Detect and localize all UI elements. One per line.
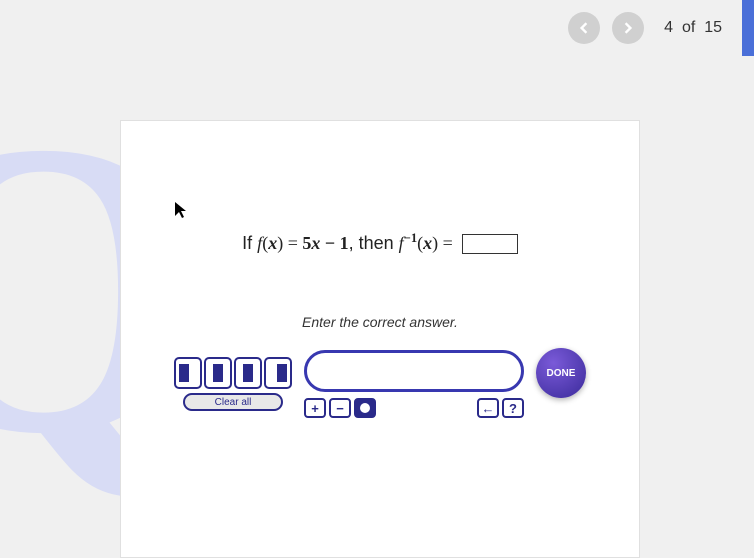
- format-button-4[interactable]: [264, 357, 292, 389]
- main-input-group: + − ← ?: [304, 350, 524, 418]
- variable-x-1: x: [268, 233, 277, 253]
- format-glyph-3: [243, 364, 253, 382]
- top-nav-bar: 4 of 15: [568, 0, 754, 56]
- question-text: If f(x) = 5x − 1, then f−1(x) =: [141, 231, 619, 254]
- dot-button[interactable]: [354, 398, 376, 418]
- right-small-buttons: ← ?: [477, 398, 524, 418]
- plus-button[interactable]: +: [304, 398, 326, 418]
- cursor-icon: [175, 202, 189, 223]
- instruction-text: Enter the correct answer.: [141, 314, 619, 330]
- format-glyph-1: [179, 364, 189, 382]
- question-card: If f(x) = 5x − 1, then f−1(x) = Enter th…: [120, 120, 640, 558]
- constant: 1: [340, 233, 349, 253]
- equals-2: =: [438, 233, 453, 253]
- variable-x-3: x: [423, 233, 432, 253]
- answer-blank: [462, 234, 518, 254]
- clear-all-label: Clear all: [215, 397, 252, 408]
- chevron-right-icon: [622, 22, 634, 34]
- coefficient: 5: [302, 233, 311, 253]
- plus-icon: +: [311, 401, 319, 416]
- equals-1: =: [283, 233, 302, 253]
- format-buttons: [174, 357, 292, 389]
- right-edge-tab[interactable]: [742, 0, 754, 56]
- current-page: 4: [664, 19, 673, 36]
- prev-page-button[interactable]: [568, 12, 600, 44]
- done-label: DONE: [547, 368, 576, 379]
- next-page-button[interactable]: [612, 12, 644, 44]
- minus-button[interactable]: −: [329, 398, 351, 418]
- done-button[interactable]: DONE: [536, 348, 586, 398]
- format-button-1[interactable]: [174, 357, 202, 389]
- variable-x-2: x: [311, 233, 320, 253]
- then-text: , then: [349, 233, 399, 253]
- back-button[interactable]: ←: [477, 398, 499, 418]
- minus-sign: −: [320, 233, 339, 253]
- answer-input[interactable]: [304, 350, 524, 392]
- input-controls-row: Clear all + − ← ? DONE: [141, 350, 619, 418]
- format-button-2[interactable]: [204, 357, 232, 389]
- format-glyph-4: [277, 364, 287, 382]
- small-button-row: + − ← ?: [304, 398, 524, 418]
- inverse-exponent: −1: [404, 231, 417, 245]
- help-button[interactable]: ?: [502, 398, 524, 418]
- back-icon: ←: [482, 401, 495, 416]
- format-button-3[interactable]: [234, 357, 262, 389]
- left-small-buttons: + −: [304, 398, 376, 418]
- help-icon: ?: [509, 401, 517, 416]
- page-indicator: 4 of 15: [664, 19, 722, 37]
- minus-icon: −: [336, 401, 344, 416]
- format-button-group: Clear all: [174, 357, 292, 411]
- dot-icon: [360, 403, 370, 413]
- chevron-left-icon: [578, 22, 590, 34]
- total-pages: 15: [704, 19, 722, 36]
- question-prefix: If: [242, 233, 257, 253]
- clear-all-button[interactable]: Clear all: [183, 393, 283, 411]
- format-glyph-2: [213, 364, 223, 382]
- page-separator: of: [682, 19, 695, 36]
